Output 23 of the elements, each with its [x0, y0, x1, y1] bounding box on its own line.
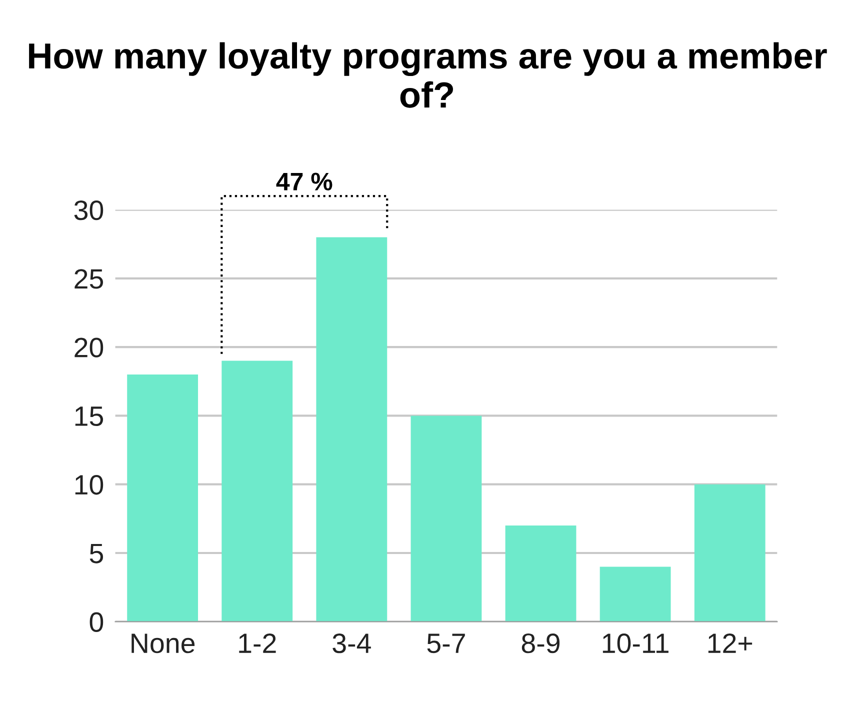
bar [505, 526, 576, 622]
bar [127, 374, 198, 622]
x-tick-label: 5-7 [427, 634, 465, 654]
bar [410, 416, 482, 622]
bar [694, 484, 766, 622]
bar [600, 566, 671, 622]
x-tick-label: 12+ [708, 633, 752, 653]
x-tick-label: 1-2 [239, 633, 276, 653]
text: 47 % [276, 172, 332, 190]
x-tick-label: 10-11 [602, 633, 668, 654]
y-tick-label: 20 [74, 338, 104, 358]
x-tick-label: 8-9 [522, 633, 560, 654]
bar [222, 360, 293, 622]
y-tick-label: 30 [74, 200, 104, 220]
chart-title: How many loyalty programs are you a member of? [29, 42, 827, 108]
y-tick-label: 25 [74, 269, 104, 289]
y-tick-label: 15 [75, 406, 104, 426]
x-tick-label: None [132, 634, 195, 654]
bar [316, 237, 388, 622]
y-tick-label: 5 [90, 544, 104, 564]
y-tick-label: 0 [90, 612, 104, 632]
x-tick-label: 3-4 [332, 633, 371, 654]
y-tick-label: 10 [75, 475, 104, 495]
